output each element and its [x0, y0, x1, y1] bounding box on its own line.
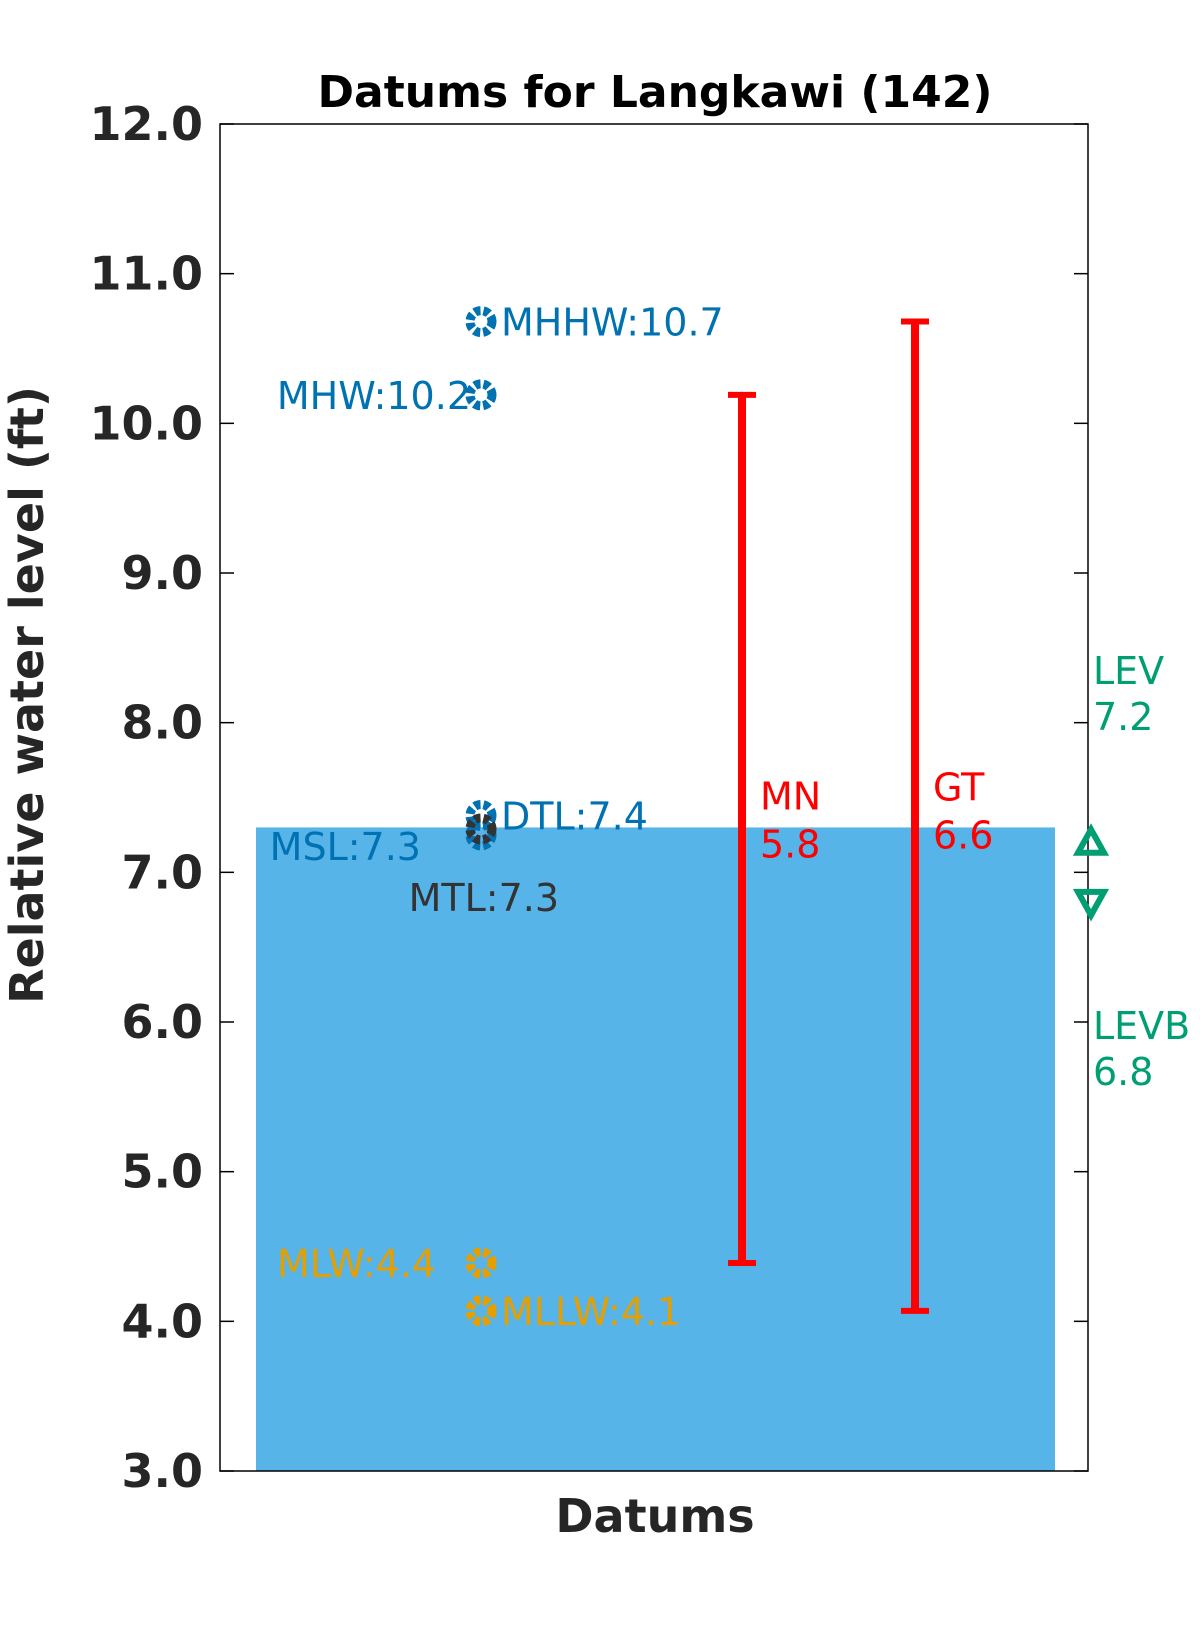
datum-point: [465, 1295, 497, 1327]
datum-point: [465, 379, 497, 411]
datum-point: [465, 799, 497, 831]
y-tick-label: 12.0: [90, 97, 204, 151]
y-tick-label: 6.0: [122, 995, 204, 1049]
msl-bar: [256, 827, 1055, 1471]
plot-area: 3.0 4.0 5.0 6.0 7.0 8.0 9.0 10.0 11.0 12.0 MHHW:10…: [90, 97, 1191, 1498]
y-tick-label: 5.0: [122, 1145, 204, 1199]
chart-title: Datums for Langkawi (142): [318, 67, 993, 118]
y-tick-label: 9.0: [122, 546, 204, 600]
axes-frame: [219, 123, 1089, 1472]
datum-label: MLW:4.4: [277, 1242, 436, 1286]
datum-label: MHHW:10.7: [501, 301, 724, 345]
triangle-up-marker: [1072, 823, 1110, 856]
datum-point: [465, 813, 497, 845]
y-tick-label: 3.0: [122, 1444, 204, 1498]
x-axis-label: Datums: [555, 1489, 754, 1543]
datum-label: MTL:7.3: [409, 876, 559, 920]
extreme-value: 7.2: [1093, 695, 1153, 739]
datum-label: MHW:10.2: [277, 374, 471, 418]
y-axis-label: Relative water level (ft): [0, 386, 54, 1004]
datum-label: DTL:7.4: [501, 794, 648, 838]
extreme-value: 6.8: [1093, 1050, 1153, 1094]
extreme-name: LEV: [1093, 649, 1164, 693]
datum-point: [465, 1247, 497, 1279]
y-tick-label: 7.0: [122, 845, 204, 899]
y-tick-label: 11.0: [90, 247, 204, 301]
extreme-name: LEVB: [1093, 1004, 1190, 1048]
range-value: 6.6: [933, 813, 993, 857]
range-name: GT: [933, 765, 985, 809]
y-tick-label: 8.0: [122, 696, 204, 750]
range-value: 5.8: [760, 822, 820, 866]
datum-label: MLLW:4.1: [501, 1290, 681, 1334]
datum-label: MSL:7.3: [270, 825, 421, 869]
y-tick-label: 4.0: [122, 1294, 204, 1348]
y-tick-label: 10.0: [90, 396, 204, 450]
range-name: MN: [760, 774, 821, 818]
triangle-down-marker: [1072, 888, 1110, 922]
datum-point: [465, 306, 497, 338]
